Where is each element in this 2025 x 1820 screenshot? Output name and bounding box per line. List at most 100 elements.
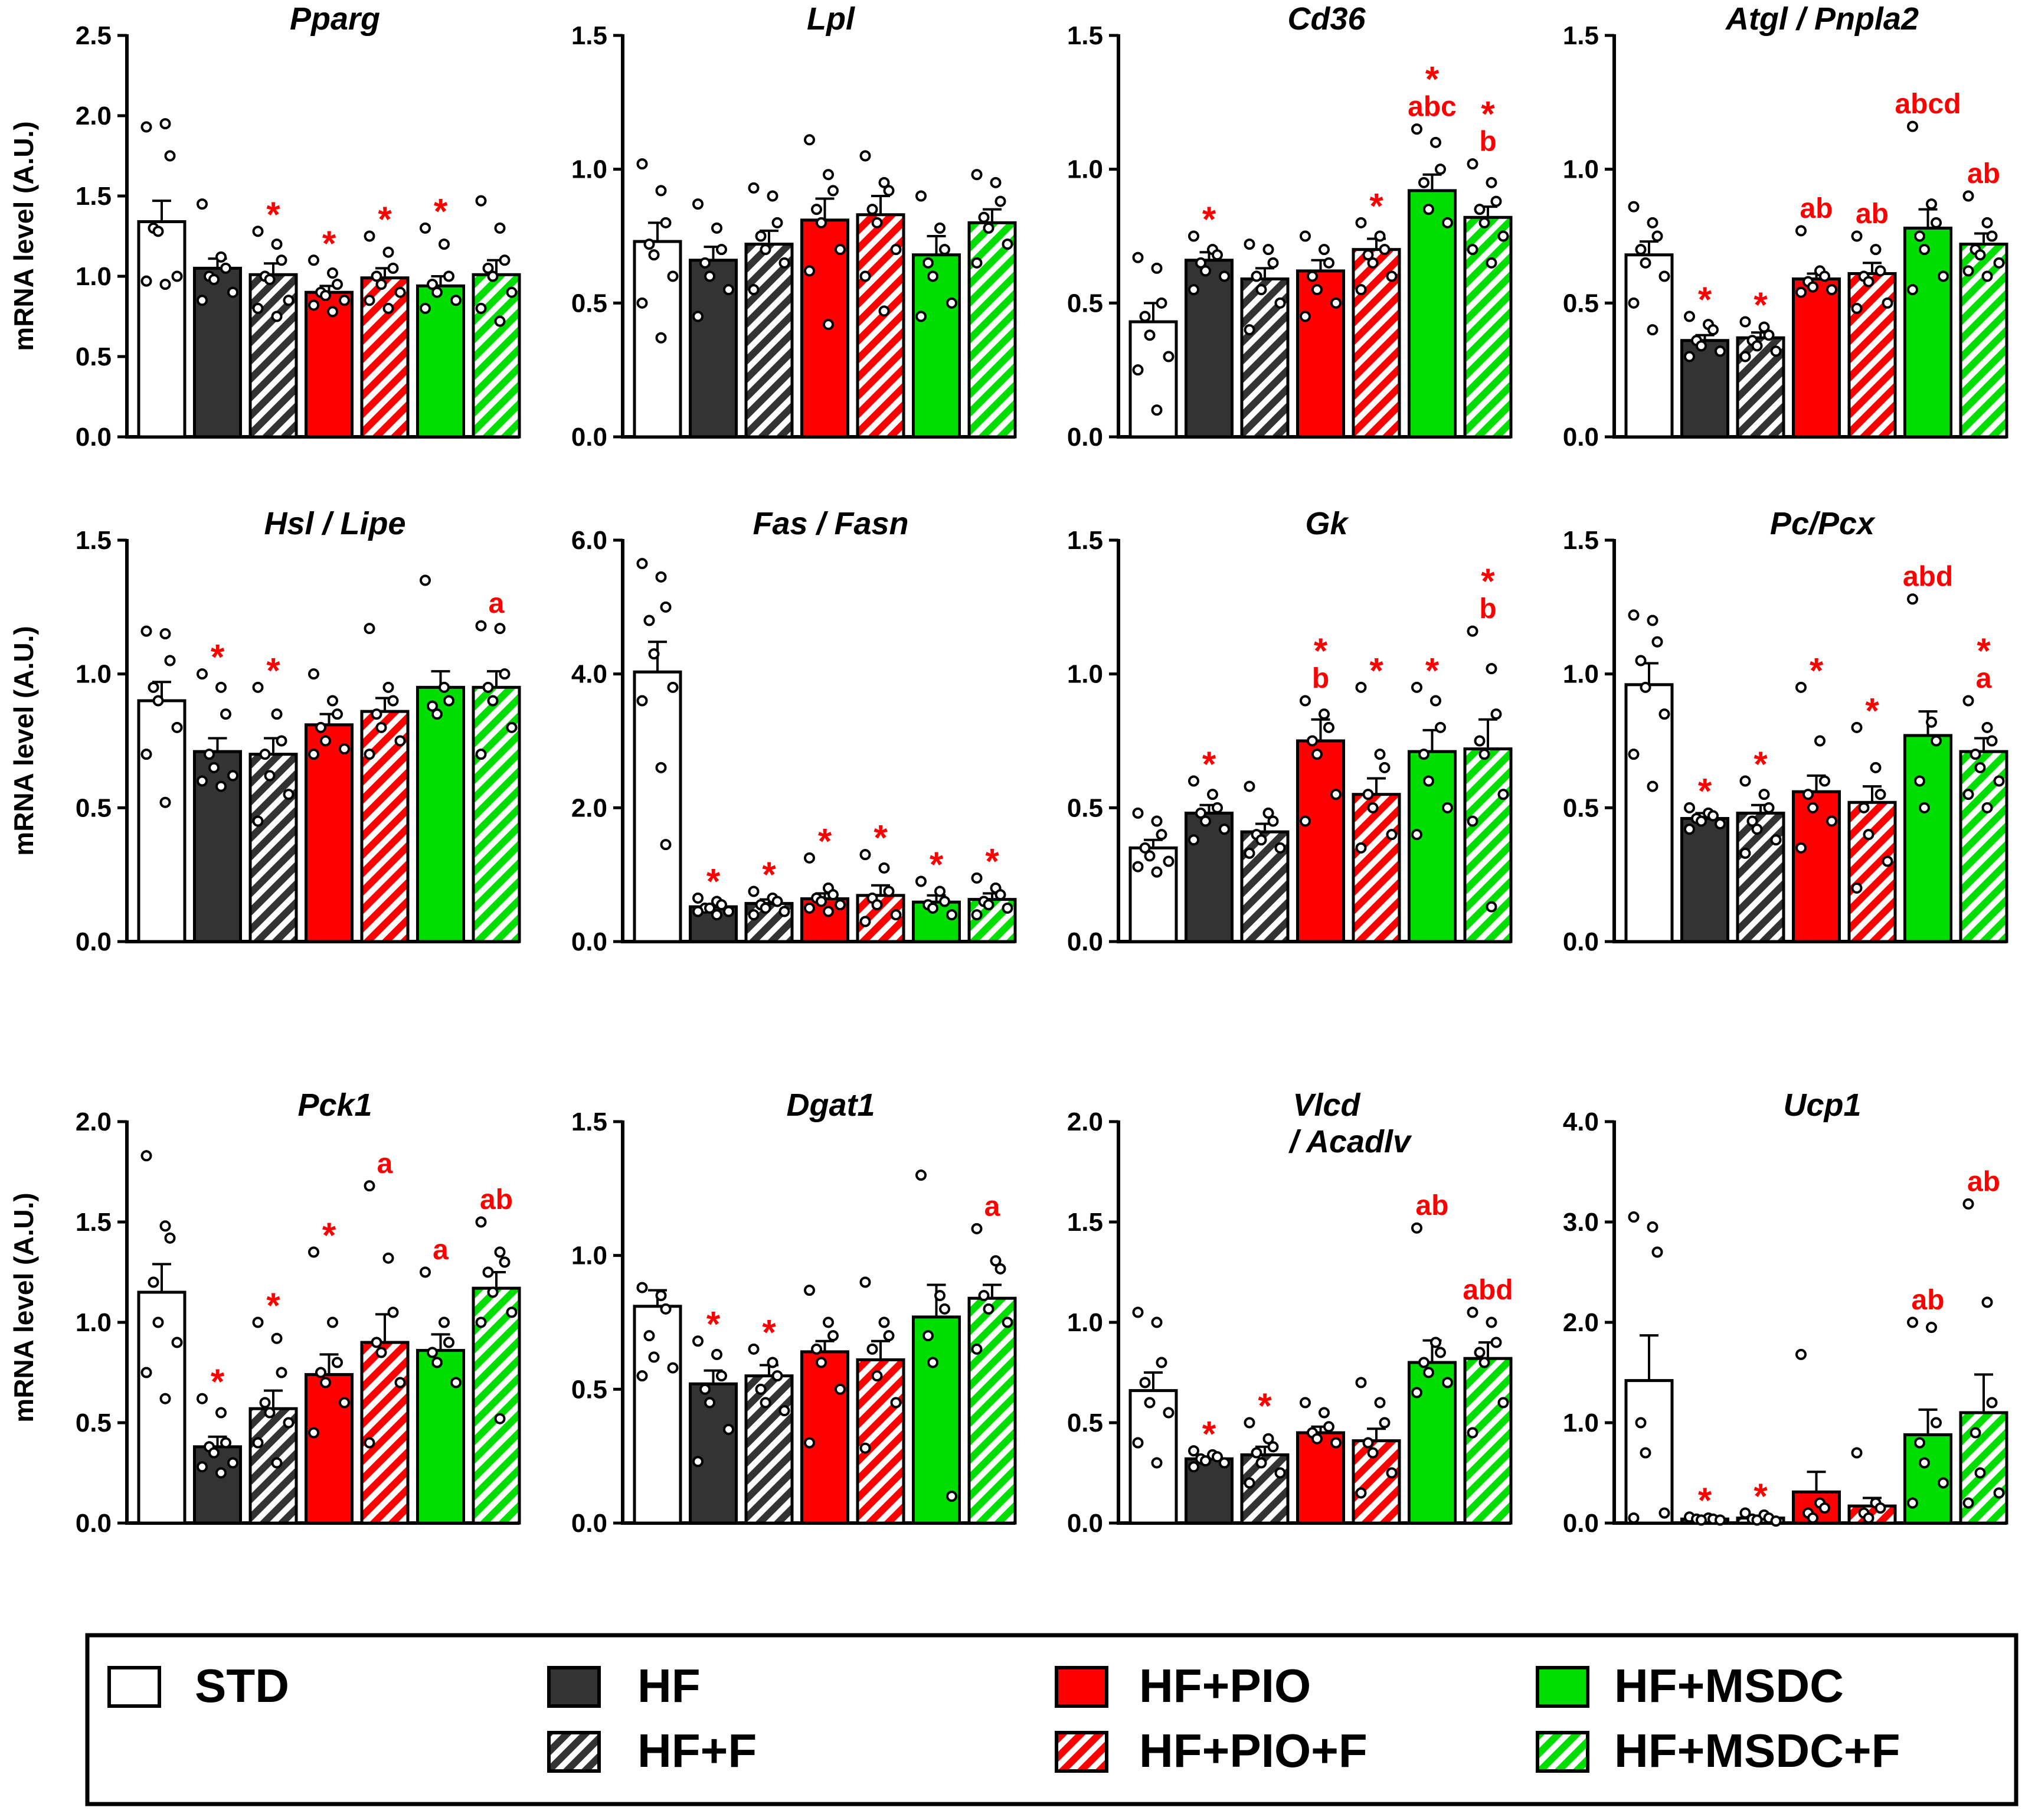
data-point	[1002, 238, 1013, 250]
bar-group-hf-pio	[800, 134, 849, 439]
y-tick-label: 0.0	[76, 423, 112, 452]
data-point	[1497, 230, 1509, 242]
data-point	[1411, 1387, 1422, 1399]
significance-label: ab	[1856, 198, 1889, 230]
data-point	[692, 906, 704, 917]
bar-group-hf: *	[1185, 200, 1234, 439]
data-point	[771, 217, 783, 228]
data-point	[946, 297, 957, 309]
significance-label: *	[1698, 1481, 1712, 1520]
data-point	[1002, 902, 1013, 914]
data-point	[1970, 1427, 1981, 1439]
significance-label: a	[433, 1234, 449, 1266]
bar-group-std	[633, 158, 682, 439]
y-tick-label: 1.5	[1067, 21, 1103, 50]
bar-group-hf-msdc: abc*	[1408, 60, 1457, 439]
data-point	[308, 299, 319, 311]
bar-group-hf-pio: *	[800, 821, 849, 943]
data-point	[748, 909, 760, 921]
data-point	[811, 204, 822, 215]
data-point	[1882, 297, 1893, 309]
significance-label: *	[930, 845, 944, 884]
bar-hf-msdc-f	[1463, 747, 1513, 943]
data-point	[159, 1220, 171, 1232]
data-point	[704, 1397, 715, 1409]
bar-group-hf-pio-f: *	[1847, 691, 1897, 943]
data-point	[1355, 1377, 1367, 1388]
data-point	[439, 681, 450, 693]
data-point	[1497, 789, 1509, 800]
data-point	[1931, 735, 1942, 747]
data-point	[276, 735, 287, 747]
bar-group-hf-msdc-f: b*	[1463, 94, 1513, 439]
data-point	[140, 1150, 152, 1162]
data-point	[655, 571, 667, 583]
data-point	[327, 1316, 338, 1328]
data-point	[450, 1377, 462, 1388]
data-point	[220, 708, 231, 720]
data-point	[332, 708, 343, 720]
y-tick-label: 1.5	[1067, 526, 1103, 555]
data-point	[1707, 810, 1719, 822]
data-point	[755, 230, 767, 242]
y-tick-label: 1.5	[76, 182, 112, 211]
data-point	[1628, 749, 1640, 760]
data-point	[760, 1397, 771, 1409]
panel-ucp1: Ucp1 0.0 1.0 2.0 3.0 4.0 * * ab ab	[1563, 1087, 2008, 1538]
data-point	[655, 1290, 667, 1302]
bar-group-hf-msdc-f: b*	[1463, 561, 1513, 943]
significance-label: a	[1976, 663, 1992, 694]
data-point	[1981, 270, 1993, 282]
data-point	[148, 1276, 159, 1288]
bar-group-hf-f: *	[744, 855, 794, 943]
data-point	[1442, 217, 1453, 228]
data-point	[1874, 789, 1886, 800]
data-point	[1746, 815, 1758, 827]
bar-group-hf-pio: *	[305, 1215, 354, 1525]
data-point	[1330, 1437, 1342, 1449]
data-point	[271, 1332, 283, 1344]
data-point	[1195, 257, 1206, 269]
data-point	[1144, 329, 1156, 341]
significance-label: *	[1754, 1476, 1768, 1516]
data-point	[1411, 123, 1422, 135]
data-point	[1826, 284, 1837, 296]
data-point	[1758, 321, 1770, 333]
data-point	[927, 902, 938, 914]
data-point	[771, 1370, 783, 1382]
data-point	[387, 1306, 399, 1318]
bar-hf-msdc-f	[472, 273, 521, 439]
data-point	[1311, 1433, 1323, 1445]
data-point	[1907, 593, 1918, 605]
bar-group-hf-f: *	[1240, 1386, 1290, 1525]
significance-label: *	[1202, 200, 1216, 239]
data-point	[264, 1407, 276, 1419]
data-point	[1993, 775, 2005, 787]
data-point	[1200, 265, 1211, 277]
y-tick-label: 0.5	[571, 289, 607, 318]
bar-group-hf: *	[1680, 771, 1729, 943]
data-point	[827, 1330, 839, 1342]
data-point	[1435, 164, 1446, 175]
data-point	[1914, 230, 1925, 242]
bar-group-hf-pio: *	[1792, 651, 1841, 943]
legend-swatch-hf	[547, 1666, 601, 1708]
data-point	[208, 273, 220, 285]
data-point	[271, 1457, 283, 1469]
data-point	[394, 1377, 406, 1388]
bar-hf-msdc-f	[1463, 1357, 1513, 1525]
data-point	[1474, 1347, 1486, 1358]
data-point	[220, 1437, 231, 1449]
legend-label-std: STD	[195, 1659, 289, 1712]
bar-group-std	[137, 118, 187, 439]
data-point	[1300, 695, 1311, 707]
bar-std	[1624, 683, 1674, 943]
bar-group-hf-pio-f	[1847, 1447, 1897, 1525]
data-point	[660, 1303, 672, 1315]
data-point	[1411, 681, 1422, 693]
data-point	[1274, 1467, 1286, 1479]
data-point	[1367, 802, 1379, 813]
data-point	[927, 1357, 938, 1368]
data-point	[208, 1447, 220, 1459]
